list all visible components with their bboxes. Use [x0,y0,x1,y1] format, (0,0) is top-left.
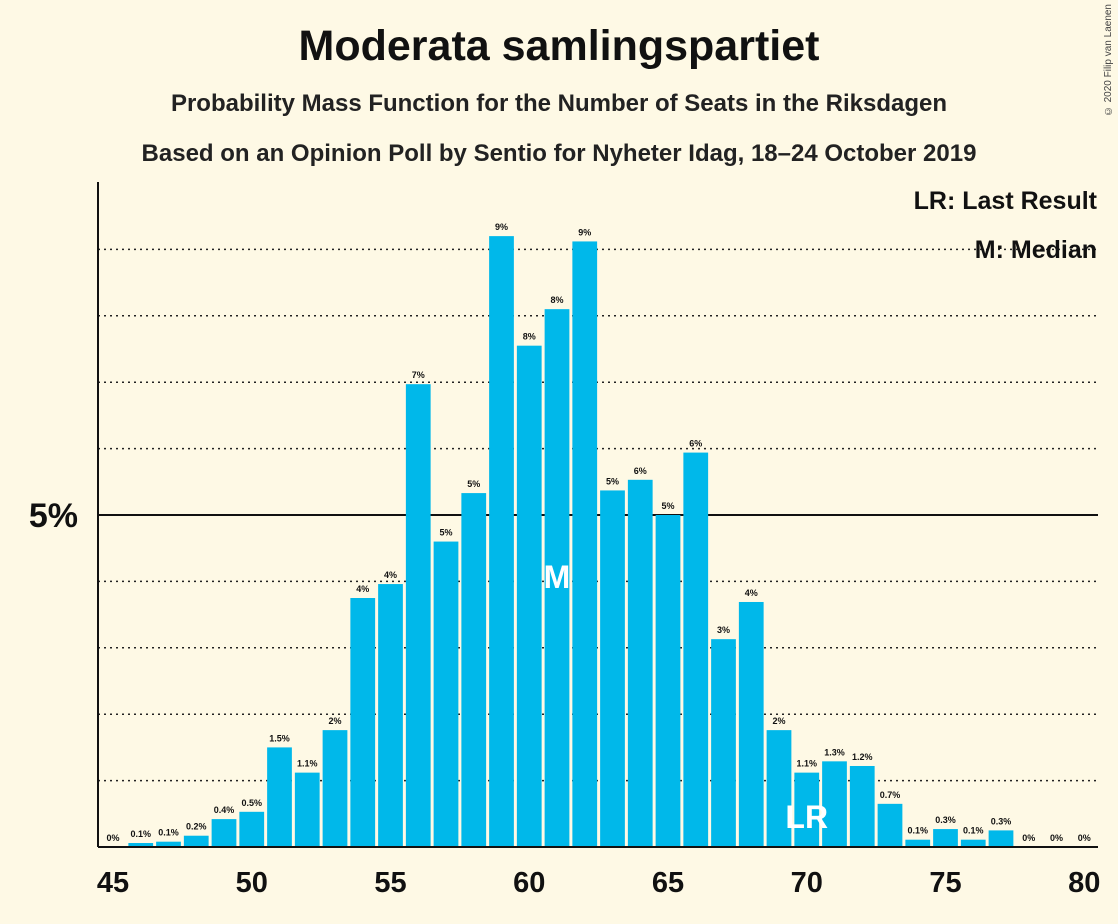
bar-seat-70 [794,772,820,847]
x-tick-label-70: 70 [791,867,823,899]
bar-seat-74 [905,839,931,847]
bar-label-seat-48: 0.2% [186,822,207,832]
bar-seat-57 [433,541,459,847]
bar-label-seat-75: 0.3% [935,815,956,825]
bar-label-seat-54: 4% [356,584,369,594]
bar-label-seat-45: 0% [106,833,119,843]
bar-label-seat-46: 0.1% [130,829,151,839]
bar-seat-46 [128,843,154,847]
bar-label-seat-50: 0.5% [241,798,262,808]
bar-seat-51 [267,747,292,847]
x-tick-label-80: 80 [1068,867,1100,899]
gridlines [98,248,1098,782]
bar-seat-59 [489,236,514,847]
bar-label-seat-58: 5% [467,479,480,489]
bar-seat-49 [211,819,237,847]
bar-label-seat-63: 5% [606,476,619,486]
bar-label-seat-62: 9% [578,227,591,237]
bar-label-seat-79: 0% [1050,833,1063,843]
bar-label-seat-71: 1.3% [824,747,845,757]
bar-seat-47 [156,841,181,847]
bar-seat-71 [822,761,847,847]
bar-seat-65 [655,515,681,847]
bar-label-seat-67: 3% [717,625,730,635]
legend-last-result: LR: Last Result [914,187,1098,215]
bar-label-seat-57: 5% [439,528,452,538]
bar-seat-53 [322,730,348,847]
bar-label-seat-64: 6% [634,466,647,476]
bar-seat-62 [572,241,598,847]
bar-label-seat-68: 4% [745,588,758,598]
bar-label-seat-56: 7% [412,370,425,380]
bar-seat-75 [933,829,958,847]
bar-seat-58 [461,493,487,847]
bar-seat-52 [294,772,320,847]
chart-source-note: Based on an Opinion Poll by Sentio for N… [141,140,977,167]
bar-seat-77 [988,830,1014,847]
bar-label-seat-65: 5% [661,501,674,511]
bar-label-seat-80: 0% [1078,833,1091,843]
x-tick-label-50: 50 [236,867,268,899]
y-tick-label: 5% [29,497,78,535]
chart-title: Moderata samlingspartiet [298,22,820,70]
bar-label-seat-53: 2% [328,716,341,726]
bar-seat-48 [183,835,209,847]
bar-label-seat-51: 1.5% [269,733,290,743]
chart-subtitle: Probability Mass Function for the Number… [170,90,948,117]
bar-seat-66 [683,452,709,847]
bar-label-seat-70: 1.1% [796,759,817,769]
bar-seat-69 [766,730,792,847]
bar-label-seat-73: 0.7% [880,790,901,800]
bar-label-seat-66: 6% [689,439,702,449]
legend-median: M: Median [975,236,1097,264]
bar-seat-67 [711,639,736,847]
x-tick-label-55: 55 [374,867,406,899]
axes-group: 5% 45 50 55 60 65 70 75 80 [29,182,1100,899]
bar-label-seat-60: 8% [523,332,536,342]
bar-seat-50 [239,811,265,847]
bar-label-seat-72: 1.2% [852,752,873,762]
bar-label-seat-78: 0% [1022,833,1035,843]
bar-seat-61 [544,309,570,847]
x-tick-label-65: 65 [652,867,684,899]
bar-seat-73 [877,803,903,847]
x-tick-label-75: 75 [929,867,961,899]
bar-label-seat-76: 0.1% [963,826,984,836]
bar-seat-76 [960,839,986,847]
last-result-marker: LR [785,799,828,835]
bar-seat-63 [600,490,625,847]
bar-seat-64 [627,479,653,847]
bar-seat-55 [378,584,403,847]
bars-group: 0% 0.1% 0.1% 0.2% 0.4% 0.5% 1.5% 1.1% 2% 4% 4% 7% 5%… [106,222,1091,847]
bar-seat-68 [738,601,764,847]
bar-label-seat-74: 0.1% [907,826,928,836]
x-tick-label-45: 45 [97,867,129,899]
median-marker: M [544,559,571,595]
bar-label-seat-52: 1.1% [297,759,318,769]
bar-label-seat-61: 8% [550,295,563,305]
bar-seat-54 [350,598,376,847]
bar-label-seat-49: 0.4% [214,805,235,815]
bar-label-seat-59: 9% [495,222,508,232]
bar-seat-60 [516,345,542,847]
bar-seat-72 [849,765,875,847]
bar-label-seat-77: 0.3% [991,816,1012,826]
x-tick-label-60: 60 [513,867,545,899]
bar-label-seat-55: 4% [384,570,397,580]
bar-label-seat-47: 0.1% [158,828,179,838]
bar-seat-56 [405,384,431,847]
bar-label-seat-69: 2% [772,716,785,726]
